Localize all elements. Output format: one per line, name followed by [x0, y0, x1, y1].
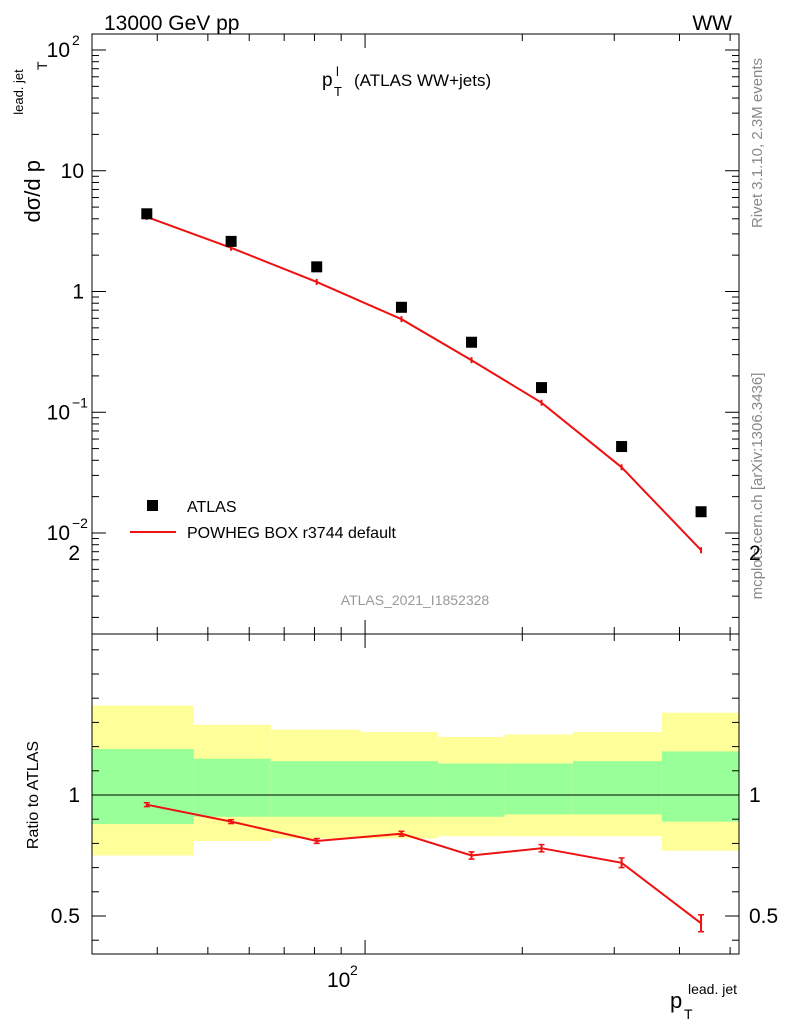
y-axis-label: dσ/d p: [20, 160, 45, 223]
y-tick-label: 10: [47, 522, 70, 545]
uncertainty-band-green: [661, 751, 739, 822]
powheg-line: [146, 215, 702, 551]
plot-title-sup: l: [336, 64, 339, 79]
y-tick-label: 1: [72, 281, 84, 304]
atlas-data-point: [695, 506, 707, 518]
legend-marker-atlas: [147, 500, 158, 511]
atlas-data-point: [141, 208, 153, 220]
ratio-y-axis-label: Ratio to ATLAS: [25, 741, 42, 849]
x-axis-label-sub: T: [684, 1006, 693, 1022]
y-tick-label: 10: [61, 160, 84, 183]
uncertainty-band-green: [193, 758, 271, 817]
uncertainty-band-green: [92, 749, 194, 825]
plot-title: p: [322, 70, 333, 91]
ratio-y-tick-label-left: 0.5: [51, 905, 80, 928]
y-axis-label-sub: T: [34, 61, 50, 70]
uncertainty-band-green: [572, 761, 662, 815]
y-tick-label-exponent: 2: [72, 32, 80, 48]
ratio-y-tick-label-left: 1: [68, 784, 80, 807]
y-axis-label-sup: lead. jet: [11, 69, 26, 115]
x-axis-label-sup: lead. jet: [688, 981, 737, 997]
plot-title-sub: T: [334, 84, 342, 99]
atlas-data-point: [616, 441, 628, 453]
y-tick-label: 10: [47, 39, 70, 62]
rivet-text: Rivet 3.1.10, 2.3M events: [749, 58, 766, 228]
ratio-y-tick-label-right: 1: [749, 784, 761, 807]
ratio-y-tick-label-right: 2: [749, 542, 761, 565]
atlas-data-point: [225, 235, 237, 247]
plot-title-main: p: [322, 70, 333, 91]
uncertainty-band-green: [504, 763, 573, 815]
x-axis-label-main: p: [670, 988, 682, 1013]
y-axis-label-main: dσ/d p: [20, 160, 45, 223]
x-tick-label-100-base: 10: [327, 969, 350, 992]
legend-label-atlas: ATLAS: [187, 499, 237, 516]
x-tick-label-100-exp: 2: [350, 962, 358, 978]
mcplots-text: mcplots.cern.ch [arXiv:1306.3436]: [749, 373, 766, 600]
energy-label: 13000 GeV pp: [104, 12, 239, 35]
ratio-plot-panel: 0.5 0.5 1 1 2 2 Ratio to ATLAS 10 2 p T lead.…: [25, 542, 778, 1022]
legend: ATLAS POWHEG BOX r3744 default: [130, 499, 397, 542]
atlas-data-point: [395, 301, 407, 313]
y-tick-label-exponent: −2: [72, 515, 88, 531]
atlas-data-point: [536, 382, 548, 394]
legend-label-powheg: POWHEG BOX r3744 default: [187, 525, 397, 542]
x-tick-label-100: 10: [327, 969, 350, 992]
analysis-watermark: ATLAS_2021_I1852328: [341, 592, 490, 608]
y-tick-label: 10: [47, 401, 70, 424]
uncertainty-band-green: [438, 763, 505, 817]
y-tick-label-exponent: −1: [72, 394, 88, 410]
plot-title-rest: (ATLAS WW+jets): [354, 71, 491, 90]
uncertainty-band-green: [360, 761, 439, 817]
uncertainty-band-green: [270, 761, 361, 817]
ratio-y-tick-label-left: 2: [68, 542, 80, 565]
ratio-plot-frame: [91, 633, 740, 955]
process-label: WW: [692, 12, 732, 35]
main-plot-frame: [91, 33, 740, 635]
atlas-data-point: [311, 261, 323, 273]
ratio-y-tick-label-right: 0.5: [749, 905, 778, 928]
atlas-data-point: [466, 336, 478, 348]
ratio-powheg-line: [146, 803, 702, 925]
